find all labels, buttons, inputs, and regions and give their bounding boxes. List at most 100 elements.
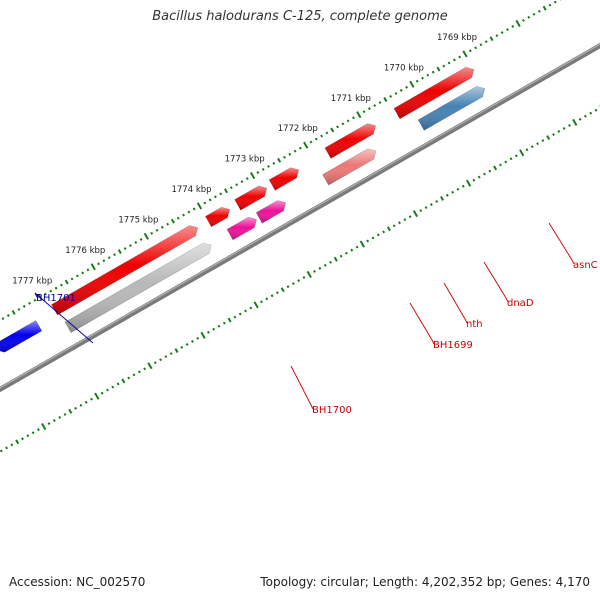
tick-mark-outer: [436, 66, 441, 72]
tick-mark-outer: [208, 198, 212, 202]
tick-mark-outer: [527, 15, 531, 19]
tick-mark-outer: [150, 231, 154, 235]
tick-mark-inner: [350, 248, 354, 252]
tick-mark-outer: [283, 155, 286, 159]
tick-mark-outer: [447, 61, 451, 65]
tick-mark-outer: [484, 40, 488, 44]
tick-mark-inner: [594, 108, 598, 112]
tick-mark-inner: [200, 331, 206, 339]
tick-mark-inner: [169, 352, 173, 356]
tick-mark-outer: [219, 192, 223, 196]
tick-mark-inner: [419, 209, 423, 213]
tick-mark-outer: [139, 237, 143, 241]
tick-mark-outer: [75, 274, 79, 278]
tick-mark-inner: [286, 285, 290, 289]
tick-mark-inner: [525, 148, 529, 152]
tick-mark-inner: [206, 330, 210, 334]
tick-mark-inner: [403, 218, 407, 222]
tick-mark-outer: [196, 202, 203, 210]
tick-mark-inner: [90, 397, 93, 401]
tick-mark-outer: [500, 31, 504, 35]
tick-mark-inner: [493, 165, 498, 171]
tick-mark-inner: [509, 157, 513, 161]
tick-mark-outer: [123, 247, 127, 251]
tick-mark-inner: [121, 378, 126, 384]
tick-mark-outer: [17, 307, 21, 311]
tick-mark-inner: [270, 294, 274, 298]
tick-mark-inner: [249, 306, 253, 310]
tick-mark-inner: [306, 270, 312, 278]
tick-label: 1771 kbp: [331, 94, 371, 104]
tick-mark-outer: [28, 301, 31, 305]
tick-mark-outer: [383, 97, 388, 102]
tick-label: 1773 kbp: [225, 155, 265, 165]
tick-mark-inner: [483, 172, 486, 176]
accession-text: Accession: NC_002570: [9, 575, 146, 589]
tick-mark-outer: [442, 64, 446, 68]
tick-mark-outer: [224, 188, 229, 194]
leader-line-dnaD: [483, 261, 509, 303]
tick-mark-inner: [333, 256, 338, 262]
tick-mark-outer: [256, 171, 260, 174]
genome-backbone: [0, 42, 600, 393]
tick-mark-outer: [113, 253, 116, 257]
tick-label: 1776 kbp: [65, 246, 105, 256]
tick-mark-inner: [185, 342, 189, 346]
backbone-layer: [0, 42, 600, 393]
gene-arrow-shade: [322, 148, 377, 186]
tick-mark-outer: [426, 73, 430, 77]
tick-mark-outer: [192, 207, 196, 211]
tick-mark-inner: [47, 422, 51, 425]
tick-mark-inner: [583, 114, 587, 118]
map-title: Bacillus halodurans C-125, complete geno…: [152, 9, 448, 24]
tick-mark-inner: [52, 419, 56, 422]
tick-mark-outer: [176, 216, 180, 220]
tick-mark-outer: [288, 152, 292, 156]
tick-mark-outer: [325, 131, 329, 135]
tick-mark-outer: [309, 140, 313, 144]
tick-mark-inner: [68, 408, 73, 414]
tick-mark-inner: [541, 139, 545, 143]
tick-mark-outer: [515, 19, 521, 27]
tick-mark-outer: [452, 58, 456, 62]
tick-mark-inner: [15, 439, 20, 445]
tick-mark-inner: [562, 126, 566, 130]
tick-mark-inner: [359, 240, 365, 248]
gene-label-BH1701: BH1701: [36, 293, 76, 304]
tick-mark-inner: [37, 428, 40, 432]
tick-mark-outer: [229, 186, 233, 190]
tick-mark-inner: [238, 312, 242, 316]
genome-backbone-highlight: [0, 43, 600, 389]
tick-mark-outer: [155, 228, 159, 232]
tick-mark-outer: [90, 263, 96, 271]
tick-mark-outer: [277, 157, 282, 163]
tick-mark-inner: [0, 449, 3, 453]
tick-mark-inner: [323, 263, 327, 267]
tick-mark-inner: [302, 276, 306, 279]
tick-mark-inner: [137, 370, 141, 374]
tick-mark-inner: [5, 446, 8, 450]
tick-mark-outer: [314, 137, 318, 141]
tick-mark-inner: [244, 309, 247, 313]
tick-mark-outer: [431, 70, 435, 74]
tick-mark-inner: [132, 373, 136, 377]
tick-mark-inner: [445, 193, 449, 197]
tick-mark-outer: [245, 177, 249, 181]
leader-line-asnC: [548, 222, 575, 265]
tick-label: 1777 kbp: [12, 276, 52, 286]
tick-mark-inner: [265, 297, 269, 301]
tick-mark-outer: [521, 18, 525, 22]
leader-line-BH1700: [290, 365, 314, 410]
tick-mark-inner: [127, 376, 131, 380]
tick-mark-outer: [261, 168, 265, 171]
tick-mark-inner: [461, 184, 465, 188]
leader-line-BH1699: [409, 302, 435, 345]
tick-mark-outer: [336, 125, 339, 129]
tick-mark-outer: [373, 104, 377, 108]
tick-mark-inner: [546, 135, 551, 141]
tick-mark-inner: [222, 321, 226, 325]
tick-mark-outer: [81, 271, 85, 275]
tick-mark-inner: [291, 282, 295, 286]
genes-layer: [0, 66, 486, 353]
tick-mark-inner: [536, 142, 540, 146]
